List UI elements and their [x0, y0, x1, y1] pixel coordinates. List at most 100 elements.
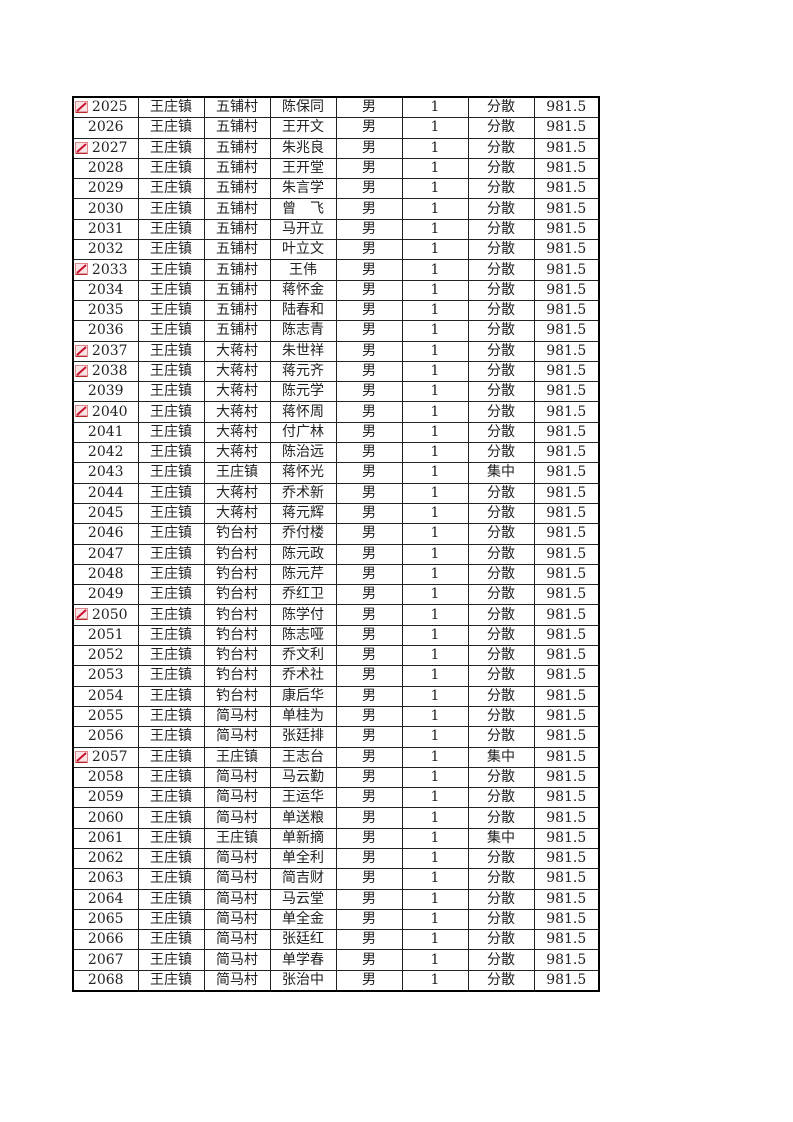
cell-count[interactable]: 1: [401, 624, 469, 647]
cell-gender[interactable]: 男: [335, 847, 403, 870]
cell-village[interactable]: 五铺村: [203, 178, 271, 200]
cell-id[interactable]: 2032: [72, 239, 139, 261]
cell-gender[interactable]: 男: [335, 117, 403, 139]
cell-village[interactable]: 王庄镇: [203, 462, 271, 484]
cell-name[interactable]: 王开堂: [269, 157, 337, 180]
cell-count[interactable]: 1: [401, 299, 469, 322]
cell-count[interactable]: 1: [401, 462, 469, 484]
cell-name[interactable]: 单全金: [269, 908, 337, 931]
cell-type[interactable]: 分散: [467, 279, 535, 301]
cell-town[interactable]: 王庄镇: [137, 482, 205, 504]
cell-count[interactable]: 1: [401, 279, 469, 301]
cell-type[interactable]: 分散: [467, 726, 535, 748]
cell-count[interactable]: 1: [401, 969, 469, 992]
cell-name[interactable]: 乔红卫: [269, 584, 337, 606]
cell-type[interactable]: 分散: [467, 847, 535, 870]
cell-id[interactable]: 2041: [72, 421, 139, 444]
cell-count[interactable]: 1: [401, 868, 469, 890]
cell-name[interactable]: 朱言学: [269, 178, 337, 200]
cell-gender[interactable]: 男: [335, 827, 403, 849]
cell-amount[interactable]: 981.5: [533, 665, 600, 687]
cell-name[interactable]: 陈元政: [269, 543, 337, 565]
cell-name[interactable]: 张廷排: [269, 726, 337, 748]
cell-town[interactable]: 王庄镇: [137, 563, 205, 586]
cell-name[interactable]: 乔付楼: [269, 523, 337, 545]
cell-count[interactable]: 1: [401, 360, 469, 383]
cell-village[interactable]: 五铺村: [203, 117, 271, 139]
cell-village[interactable]: 五铺村: [203, 320, 271, 342]
cell-id[interactable]: 2030: [72, 198, 139, 220]
cell-name[interactable]: 乔文利: [269, 645, 337, 667]
cell-name[interactable]: 王开文: [269, 117, 337, 139]
cell-amount[interactable]: 981.5: [533, 807, 600, 829]
cell-gender[interactable]: 男: [335, 645, 403, 667]
cell-village[interactable]: 钓台村: [203, 563, 271, 586]
cell-gender[interactable]: 男: [335, 807, 403, 829]
cell-amount[interactable]: 981.5: [533, 198, 600, 220]
cell-id[interactable]: 2051: [72, 624, 139, 647]
cell-count[interactable]: 1: [401, 563, 469, 586]
cell-village[interactable]: 五铺村: [203, 299, 271, 322]
cell-village[interactable]: 王庄镇: [203, 827, 271, 849]
cell-id[interactable]: 2053: [72, 665, 139, 687]
cell-name[interactable]: 单桂为: [269, 705, 337, 728]
cell-amount[interactable]: 981.5: [533, 178, 600, 200]
cell-id[interactable]: 2036: [72, 320, 139, 342]
cell-type[interactable]: 集中: [467, 827, 535, 849]
cell-name[interactable]: 陆春和: [269, 299, 337, 322]
cell-name[interactable]: 马开立: [269, 218, 337, 241]
cell-town[interactable]: 王庄镇: [137, 279, 205, 301]
cell-count[interactable]: 1: [401, 137, 469, 159]
cell-name[interactable]: 陈元芹: [269, 563, 337, 586]
cell-village[interactable]: 大蒋村: [203, 381, 271, 403]
cell-town[interactable]: 王庄镇: [137, 259, 205, 281]
cell-village[interactable]: 简马村: [203, 847, 271, 870]
cell-type[interactable]: 集中: [467, 746, 535, 768]
cell-village[interactable]: 五铺村: [203, 198, 271, 220]
cell-gender[interactable]: 男: [335, 259, 403, 281]
cell-id[interactable]: 2061: [72, 827, 139, 849]
cell-amount[interactable]: 981.5: [533, 969, 600, 992]
cell-village[interactable]: 五铺村: [203, 137, 271, 159]
cell-type[interactable]: 分散: [467, 218, 535, 241]
cell-name[interactable]: 叶立文: [269, 239, 337, 261]
cell-amount[interactable]: 981.5: [533, 360, 600, 383]
cell-village[interactable]: 大蒋村: [203, 502, 271, 525]
cell-amount[interactable]: 981.5: [533, 299, 600, 322]
cell-type[interactable]: 分散: [467, 198, 535, 220]
cell-id[interactable]: 2026: [72, 117, 139, 139]
cell-town[interactable]: 王庄镇: [137, 543, 205, 565]
cell-type[interactable]: 分散: [467, 482, 535, 504]
cell-type[interactable]: 分散: [467, 340, 535, 362]
cell-amount[interactable]: 981.5: [533, 340, 600, 362]
cell-type[interactable]: 分散: [467, 543, 535, 565]
cell-village[interactable]: 五铺村: [203, 259, 271, 281]
cell-village[interactable]: 简马村: [203, 888, 271, 910]
cell-id[interactable]: 2040: [72, 401, 139, 423]
cell-name[interactable]: 曾 飞: [269, 198, 337, 220]
cell-count[interactable]: 1: [401, 584, 469, 606]
cell-count[interactable]: 1: [401, 218, 469, 241]
cell-town[interactable]: 王庄镇: [137, 239, 205, 261]
cell-id[interactable]: 2055: [72, 705, 139, 728]
cell-name[interactable]: 王运华: [269, 787, 337, 809]
cell-village[interactable]: 五铺村: [203, 157, 271, 180]
cell-name[interactable]: 单送粮: [269, 807, 337, 829]
cell-gender[interactable]: 男: [335, 340, 403, 362]
cell-amount[interactable]: 981.5: [533, 442, 600, 464]
cell-type[interactable]: 分散: [467, 360, 535, 383]
cell-type[interactable]: 分散: [467, 442, 535, 464]
cell-village[interactable]: 大蒋村: [203, 421, 271, 444]
cell-count[interactable]: 1: [401, 766, 469, 789]
cell-name[interactable]: 蒋元辉: [269, 502, 337, 525]
cell-town[interactable]: 王庄镇: [137, 360, 205, 383]
cell-gender[interactable]: 男: [335, 96, 403, 119]
cell-amount[interactable]: 981.5: [533, 604, 600, 626]
cell-gender[interactable]: 男: [335, 705, 403, 728]
cell-gender[interactable]: 男: [335, 888, 403, 910]
cell-amount[interactable]: 981.5: [533, 868, 600, 890]
cell-count[interactable]: 1: [401, 685, 469, 707]
cell-count[interactable]: 1: [401, 847, 469, 870]
cell-type[interactable]: 分散: [467, 502, 535, 525]
cell-gender[interactable]: 男: [335, 969, 403, 992]
